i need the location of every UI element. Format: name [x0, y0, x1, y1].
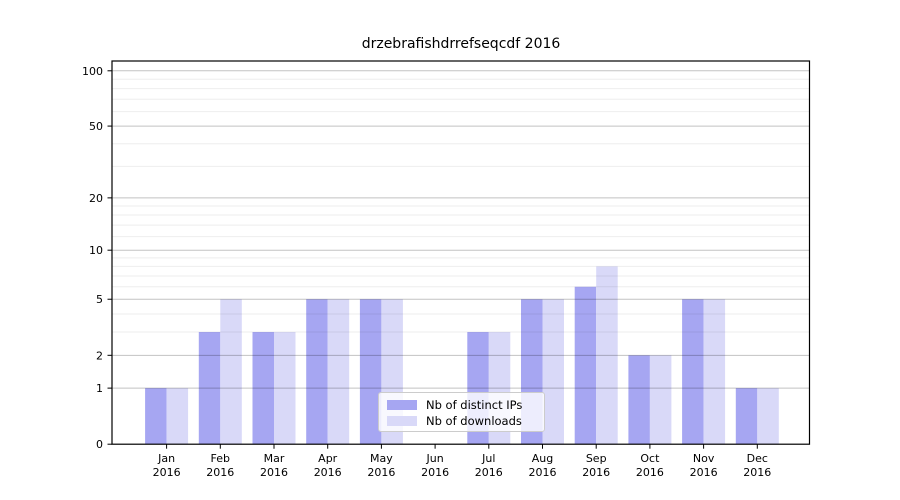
bar-mar-downloads	[274, 332, 296, 445]
x-tick-label-month: Apr	[318, 452, 338, 465]
bar-feb-downloads	[220, 299, 242, 445]
bar-oct-downloads	[649, 355, 672, 445]
plot-border	[111, 60, 811, 445]
legend-swatch-distinct-ips	[387, 399, 417, 410]
bar-sep-downloads	[596, 266, 618, 445]
legend-item: Nb of downloads	[387, 413, 536, 428]
x-tick-label-year: 2016	[475, 466, 503, 479]
x-tick-label-year: 2016	[260, 466, 288, 479]
x-tick-label-month: Dec	[747, 452, 768, 465]
x-tick-label-year: 2016	[206, 466, 234, 479]
bar-may-distinct-ips	[359, 299, 382, 445]
bar-sep-distinct-ips	[574, 286, 597, 445]
bar-dec-distinct-ips	[735, 388, 758, 445]
x-tick-label-year: 2016	[743, 466, 771, 479]
y-gridlines	[112, 70, 810, 389]
bar-apr-distinct-ips	[306, 299, 328, 445]
bar-nov-downloads	[703, 299, 726, 445]
x-tick-label-year: 2016	[421, 466, 449, 479]
x-axis: Jan2016Feb2016Mar2016Apr2016May2016Jun20…	[153, 444, 771, 479]
bar-mar-distinct-ips	[252, 332, 274, 445]
bar-jan-downloads	[166, 388, 189, 445]
x-tick-label-year: 2016	[153, 466, 181, 479]
legend-label: Nb of distinct IPs	[426, 397, 523, 412]
chart-title: drzebrafishdrrefseqcdf 2016	[361, 36, 561, 52]
bar-feb-distinct-ips	[198, 332, 221, 445]
x-tick-label-year: 2016	[529, 466, 557, 479]
y-tick-label: 100	[82, 65, 103, 78]
x-tick-label-year: 2016	[367, 466, 395, 479]
x-tick-label-month: Jul	[481, 452, 495, 465]
y-tick-label: 1	[96, 382, 103, 395]
y-axis: 0 1 2 5 10 20 50 100	[82, 65, 112, 451]
bar-oct-distinct-ips	[628, 355, 650, 445]
x-tick-label-month: Sep	[586, 452, 607, 465]
x-tick-label-year: 2016	[690, 466, 718, 479]
legend-label: Nb of downloads	[426, 413, 522, 428]
y-tick-label: 5	[96, 293, 103, 306]
bar-apr-downloads	[327, 299, 350, 445]
x-tick-label-year: 2016	[636, 466, 664, 479]
x-tick-label-month: Nov	[693, 452, 715, 465]
x-tick-label-month: Oct	[640, 452, 660, 465]
y-tick-label: 50	[89, 120, 103, 133]
x-tick-label-month: Mar	[264, 452, 285, 465]
bar-jan-distinct-ips	[145, 388, 167, 445]
x-tick-label-year: 2016	[314, 466, 342, 479]
y-tick-label: 0	[96, 438, 103, 451]
bar-aug-downloads	[542, 299, 564, 445]
x-tick-label-month: May	[370, 452, 393, 465]
legend-item: Nb of distinct IPs	[387, 397, 536, 412]
x-tick-label-month: Jan	[157, 452, 175, 465]
bar-nov-distinct-ips	[682, 299, 704, 445]
y-tick-label: 2	[96, 349, 103, 362]
legend: Nb of distinct IPs Nb of downloads	[378, 392, 545, 432]
x-tick-label-year: 2016	[582, 466, 610, 479]
bar-dec-downloads	[757, 388, 779, 445]
y-tick-label: 20	[89, 192, 103, 205]
x-tick-label-month: Aug	[532, 452, 553, 465]
x-tick-label-month: Feb	[211, 452, 230, 465]
legend-swatch-downloads	[387, 415, 417, 426]
y-tick-label: 10	[89, 244, 103, 257]
x-tick-label-month: Jun	[426, 452, 444, 465]
